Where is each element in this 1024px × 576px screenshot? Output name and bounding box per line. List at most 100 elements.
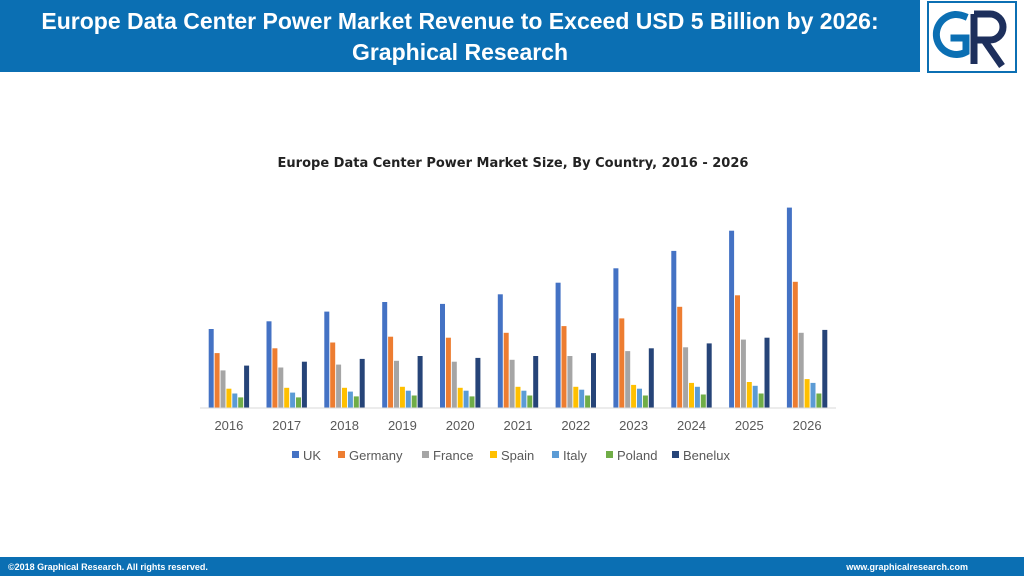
bar-germany-2018: [330, 342, 336, 408]
bar-spain-2016: [226, 388, 232, 408]
bar-italy-2023: [637, 388, 642, 408]
x-tick-label: 2017: [272, 418, 301, 433]
bar-uk-2025: [729, 230, 735, 408]
bar-poland-2025: [758, 393, 764, 408]
legend-label-benelux: Benelux: [683, 448, 730, 463]
x-tick-label: 2021: [504, 418, 533, 433]
legend-swatch-uk: [292, 451, 299, 458]
legend-swatch-poland: [606, 451, 613, 458]
bar-uk-2023: [613, 268, 619, 408]
bar-uk-2017: [266, 321, 272, 408]
bar-italy-2020: [463, 390, 469, 408]
bar-germany-2026: [792, 281, 798, 408]
bar-germany-2021: [503, 332, 509, 408]
bar-benelux-2024: [706, 343, 712, 408]
legend-label-italy: Italy: [563, 448, 587, 463]
legend-swatch-benelux: [672, 451, 679, 458]
bar-france-2016: [220, 370, 226, 408]
x-tick-label: 2024: [677, 418, 706, 433]
x-tick-label: 2019: [388, 418, 417, 433]
bar-germany-2016: [214, 353, 220, 408]
legend-swatch-spain: [490, 451, 497, 458]
bar-germany-2023: [619, 318, 625, 408]
bar-france-2026: [798, 332, 804, 408]
bar-benelux-2018: [359, 358, 365, 408]
bar-chart: Europe Data Center Power Market Size, By…: [200, 156, 836, 463]
bar-spain-2020: [457, 387, 463, 408]
bar-italy-2016: [232, 393, 238, 408]
bar-spain-2018: [342, 387, 347, 408]
legend-label-spain: Spain: [501, 448, 534, 463]
bar-poland-2019: [411, 395, 417, 408]
bar-poland-2021: [527, 395, 533, 408]
logo-icon: [927, 1, 1017, 73]
bar-france-2018: [336, 364, 342, 408]
page-title: Europe Data Center Power Market Revenue …: [41, 8, 879, 65]
bar-benelux-2022: [591, 353, 596, 408]
bar-germany-2019: [388, 336, 394, 408]
bar-spain-2023: [631, 384, 637, 408]
legend-swatch-italy: [552, 451, 559, 458]
bar-france-2020: [451, 361, 457, 408]
bar-poland-2020: [469, 396, 475, 408]
bar-benelux-2016: [244, 365, 250, 408]
bar-poland-2017: [296, 397, 301, 408]
bar-germany-2022: [561, 326, 567, 408]
bar-italy-2018: [347, 391, 353, 408]
bar-italy-2025: [752, 385, 758, 408]
bar-poland-2022: [585, 395, 591, 408]
bar-spain-2021: [515, 386, 521, 408]
bar-benelux-2026: [822, 329, 828, 408]
x-tick-label: 2025: [735, 418, 764, 433]
website-link[interactable]: www.graphicalresearch.com: [846, 562, 968, 572]
bar-france-2023: [625, 351, 631, 408]
chart-legend: UK Germany France Spain Italy Poland Benelux: [292, 448, 730, 463]
header-banner: Europe Data Center Power Market Revenue …: [0, 0, 920, 72]
bar-uk-2020: [440, 303, 445, 408]
x-tick-label: 2023: [619, 418, 648, 433]
bar-poland-2023: [642, 395, 648, 408]
bar-germany-2024: [677, 306, 683, 408]
bar-france-2024: [683, 347, 689, 408]
bar-france-2022: [567, 356, 573, 408]
bar-uk-2021: [497, 294, 503, 408]
bar-benelux-2025: [764, 337, 770, 408]
bar-germany-2025: [735, 295, 740, 408]
bar-spain-2025: [746, 382, 752, 408]
x-tick-label: 2026: [793, 418, 822, 433]
bar-poland-2016: [238, 397, 244, 408]
bar-spain-2026: [804, 379, 810, 408]
bar-france-2021: [509, 359, 515, 408]
bar-uk-2022: [555, 282, 561, 408]
bar-benelux-2017: [301, 361, 307, 408]
bar-benelux-2020: [475, 357, 481, 408]
bar-germany-2017: [272, 348, 278, 408]
bar-uk-2026: [786, 207, 792, 408]
bar-italy-2026: [810, 382, 816, 408]
bar-italy-2019: [405, 390, 411, 408]
bar-poland-2018: [353, 396, 359, 408]
bars-group: [208, 207, 828, 408]
bar-uk-2024: [671, 250, 677, 408]
bar-italy-2021: [521, 390, 527, 408]
bar-uk-2019: [382, 302, 388, 408]
bar-france-2019: [394, 360, 399, 408]
x-tick-label: 2016: [214, 418, 243, 433]
bar-italy-2017: [290, 392, 296, 408]
chart-title: Europe Data Center Power Market Size, By…: [278, 156, 749, 171]
bar-uk-2016: [208, 329, 214, 408]
bar-benelux-2023: [648, 348, 654, 408]
bar-poland-2026: [816, 393, 822, 408]
x-tick-labels: 2016 2017 2018 2019 2020 2021 2022 2023 2024 2025…: [214, 418, 821, 433]
footer-bar: ©2018 Graphical Research. All rights res…: [0, 557, 1024, 576]
x-tick-label: 2022: [561, 418, 590, 433]
x-tick-label: 2020: [446, 418, 475, 433]
legend-swatch-germany: [338, 451, 345, 458]
bar-spain-2022: [573, 386, 579, 408]
graphical-research-logo: [920, 0, 1024, 76]
bar-spain-2024: [689, 382, 694, 408]
bar-uk-2018: [324, 311, 330, 408]
legend-label-poland: Poland: [617, 448, 657, 463]
x-tick-label: 2018: [330, 418, 359, 433]
bar-italy-2022: [579, 389, 585, 408]
